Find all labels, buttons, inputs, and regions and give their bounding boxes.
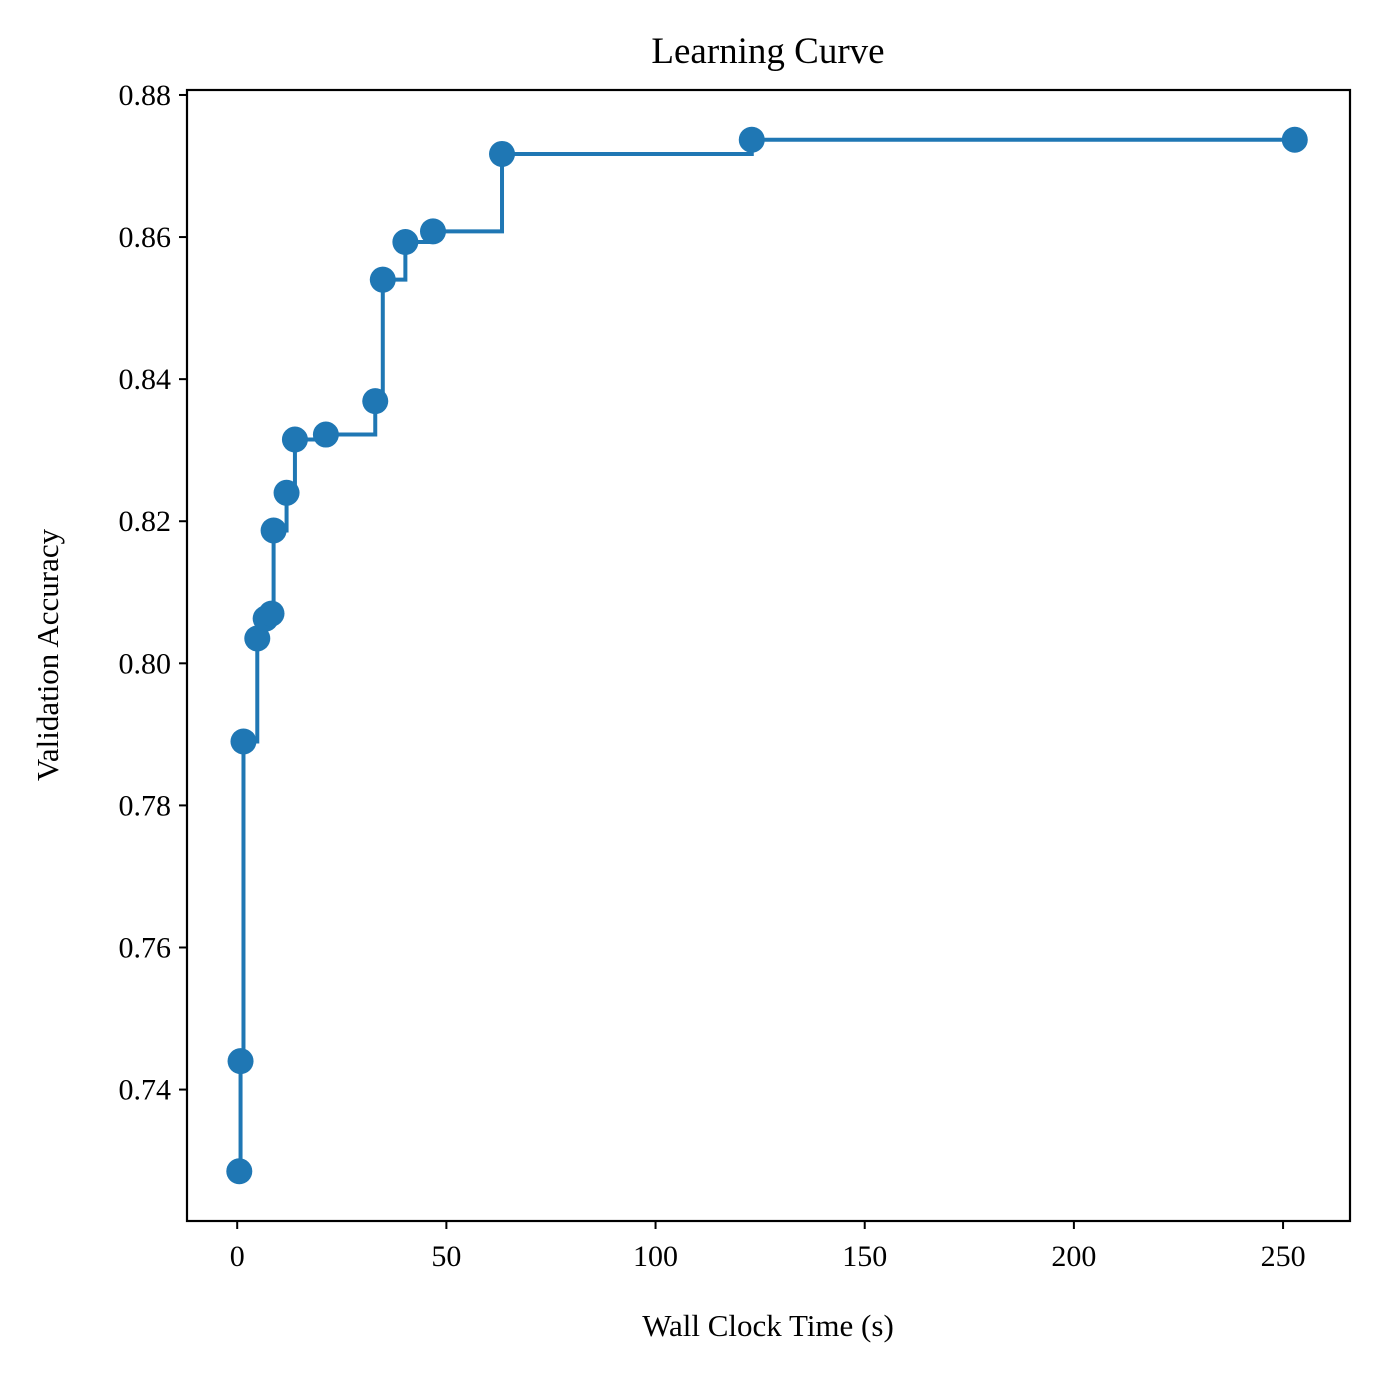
x-tick-label: 150 xyxy=(842,1240,887,1273)
y-tick-label: 0.84 xyxy=(119,363,172,396)
y-tick-label: 0.80 xyxy=(119,647,172,680)
data-point-marker xyxy=(258,600,285,627)
data-point-marker xyxy=(312,421,339,448)
data-point-marker xyxy=(369,266,396,293)
data-point-marker xyxy=(281,426,308,453)
x-tick-label: 200 xyxy=(1051,1240,1096,1273)
data-point-marker xyxy=(227,1048,254,1075)
y-tick-label: 0.86 xyxy=(119,221,172,254)
data-point-marker xyxy=(1281,126,1308,153)
x-tick-label: 0 xyxy=(230,1240,245,1273)
data-point-marker xyxy=(738,126,765,153)
data-point-marker xyxy=(392,229,419,256)
data-point-marker xyxy=(244,625,271,652)
x-tick-label: 250 xyxy=(1261,1240,1306,1273)
chart-title: Learning Curve xyxy=(651,31,884,72)
y-tick-label: 0.88 xyxy=(119,79,172,112)
data-point-marker xyxy=(260,517,287,544)
plot-frame xyxy=(185,88,1352,1223)
data-point-marker xyxy=(273,479,300,506)
y-tick-label: 0.82 xyxy=(119,505,172,538)
plot-layer xyxy=(226,126,1308,1185)
y-axis: 0.74 0.76 0.78 0.80 0.82 0.84 0.86 0.88 xyxy=(119,79,187,1107)
data-point-marker xyxy=(226,1158,253,1185)
data-point-marker xyxy=(230,728,257,755)
x-axis-title: Wall Clock Time (s) xyxy=(642,1308,894,1343)
y-tick-label: 0.74 xyxy=(119,1074,172,1107)
data-point-marker xyxy=(489,140,516,167)
y-tick-label: 0.78 xyxy=(119,789,172,822)
x-tick-label: 50 xyxy=(431,1240,461,1273)
data-point-marker xyxy=(419,218,446,245)
data-point-marker xyxy=(362,388,389,415)
x-axis: 0 50 100 150 200 250 xyxy=(230,1221,1306,1273)
y-axis-title: Validation Accuracy xyxy=(30,528,65,781)
x-tick-label: 100 xyxy=(633,1240,678,1273)
y-tick-label: 0.76 xyxy=(119,931,172,964)
